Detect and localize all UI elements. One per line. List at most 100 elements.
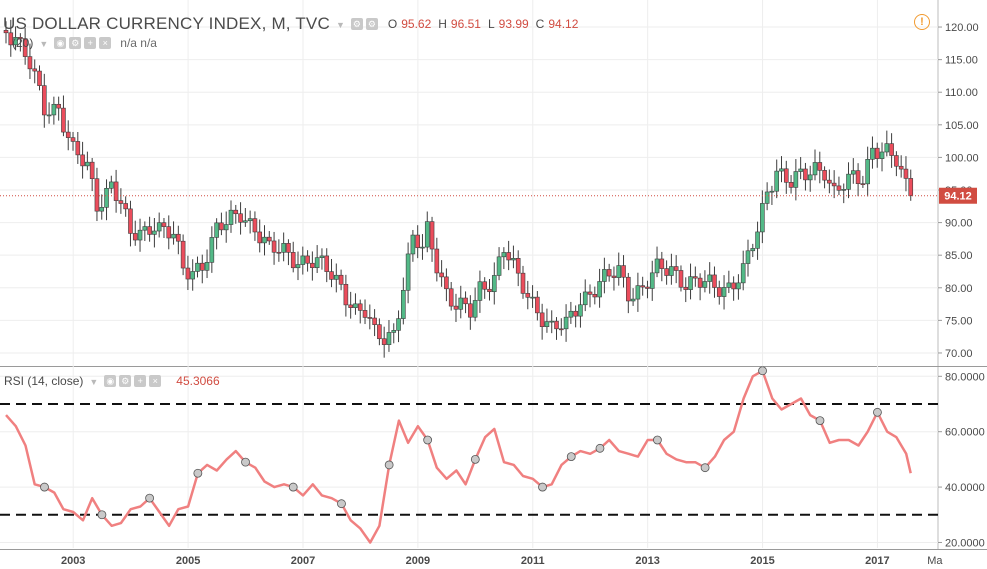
candle-body — [334, 274, 339, 280]
rsi-label[interactable]: RSI (14, close) — [4, 374, 84, 388]
candle-body — [678, 270, 684, 288]
rsi-marker — [423, 435, 433, 445]
candle-body — [827, 179, 832, 184]
time-tick-label: 2011 — [521, 555, 545, 567]
candle-body — [535, 296, 540, 314]
candle-body — [262, 236, 267, 244]
candle-body — [865, 159, 870, 185]
rsi-marker — [193, 468, 203, 478]
candle-body — [247, 218, 253, 222]
candle-body — [37, 70, 42, 86]
eye-icon[interactable]: ◉ — [104, 375, 117, 387]
candle-body — [61, 107, 66, 133]
candle-body — [18, 37, 23, 39]
candle-body — [740, 263, 746, 284]
close-icon[interactable]: × — [149, 375, 162, 387]
candle-body — [630, 298, 636, 302]
rsi-marker — [700, 463, 710, 473]
candle-body — [56, 103, 61, 109]
ma-label[interactable]: (20) — [12, 36, 34, 50]
candle-body — [75, 141, 81, 156]
candle-body — [381, 338, 387, 345]
candle-body — [764, 191, 770, 204]
candle-body — [592, 294, 598, 298]
candle-body — [693, 276, 698, 279]
price-tick-label: 85.00 — [945, 250, 973, 262]
candle-body — [113, 181, 119, 201]
candle-body — [669, 266, 674, 276]
candle-body — [573, 310, 578, 317]
rsi-value: 45.3066 — [176, 374, 220, 388]
candle-body — [736, 282, 741, 290]
candle-body — [94, 178, 100, 212]
candle-body — [314, 257, 320, 269]
candle-body — [204, 262, 210, 271]
open-key: O — [387, 17, 398, 31]
candle-body — [228, 209, 234, 225]
candle-body — [851, 170, 856, 175]
open-value: 95.62 — [401, 17, 432, 31]
candle-body — [13, 37, 18, 46]
candle-body — [626, 276, 631, 302]
candle-body — [185, 267, 191, 280]
candle-body — [659, 258, 665, 269]
candle-body — [525, 293, 531, 298]
rsi-marker — [758, 366, 767, 376]
add-icon[interactable]: + — [134, 375, 147, 387]
candle-body — [290, 252, 296, 269]
high-value: 96.51 — [450, 17, 481, 31]
last-price-label: 94.12 — [944, 191, 972, 203]
candle-body — [769, 190, 775, 193]
time-tick-label: Ma — [927, 555, 943, 567]
candle-body — [161, 222, 167, 227]
rsi-marker — [40, 482, 49, 492]
candle-body — [908, 178, 914, 197]
chevron-down-icon[interactable]: ▼ — [39, 39, 49, 49]
candle-body — [841, 189, 847, 191]
candle-body — [884, 143, 890, 153]
candle-body — [783, 168, 789, 183]
candle-body — [894, 155, 899, 167]
price-tick-label: 100.00 — [945, 152, 979, 164]
price-tick-label: 105.00 — [945, 120, 979, 132]
candle-body — [597, 281, 602, 298]
candle-body — [410, 234, 416, 255]
candle-body — [903, 168, 909, 179]
candle-body — [468, 303, 473, 318]
add-icon[interactable]: + — [84, 37, 97, 49]
candle-body — [549, 320, 555, 323]
time-tick-label: 2013 — [635, 555, 659, 567]
candle-body — [209, 237, 215, 263]
candle-body — [401, 289, 406, 319]
candle-body — [147, 226, 152, 235]
settings-icon[interactable]: ⚙ — [119, 375, 132, 387]
eye-icon[interactable]: ◉ — [54, 37, 67, 49]
rsi-marker — [566, 452, 576, 462]
price-tick-label: 120.00 — [945, 22, 979, 34]
candle-body — [855, 170, 861, 184]
candle-body — [152, 230, 157, 235]
exclamation-alert-icon[interactable]: ! — [914, 14, 930, 30]
candle-body — [487, 288, 492, 293]
chevron-down-icon[interactable]: ▼ — [335, 20, 345, 30]
settings-icon[interactable]: ⚙ — [69, 37, 82, 49]
settings-icon[interactable]: ⚙ — [350, 18, 363, 30]
price-tick-label: 80.00 — [945, 283, 973, 295]
candle-body — [587, 291, 593, 295]
rsi-tick-label: 20.0000 — [945, 537, 985, 549]
candle-body — [396, 318, 401, 331]
candle-body — [353, 303, 358, 308]
rsi-marker — [288, 482, 298, 492]
symbol-title[interactable]: US DOLLAR CURRENCY INDEX, M, TVC — [3, 14, 330, 33]
close-icon[interactable]: × — [99, 37, 112, 49]
candle-body — [640, 285, 645, 288]
time-tick-label: 2017 — [865, 555, 889, 567]
gear-icon[interactable]: ⚙ — [365, 18, 378, 30]
candle-body — [348, 304, 353, 308]
chevron-down-icon[interactable]: ▼ — [89, 377, 99, 387]
candle-body — [99, 207, 105, 212]
candle-body — [726, 282, 732, 288]
candle-body — [683, 286, 689, 290]
candle-body — [707, 274, 712, 282]
